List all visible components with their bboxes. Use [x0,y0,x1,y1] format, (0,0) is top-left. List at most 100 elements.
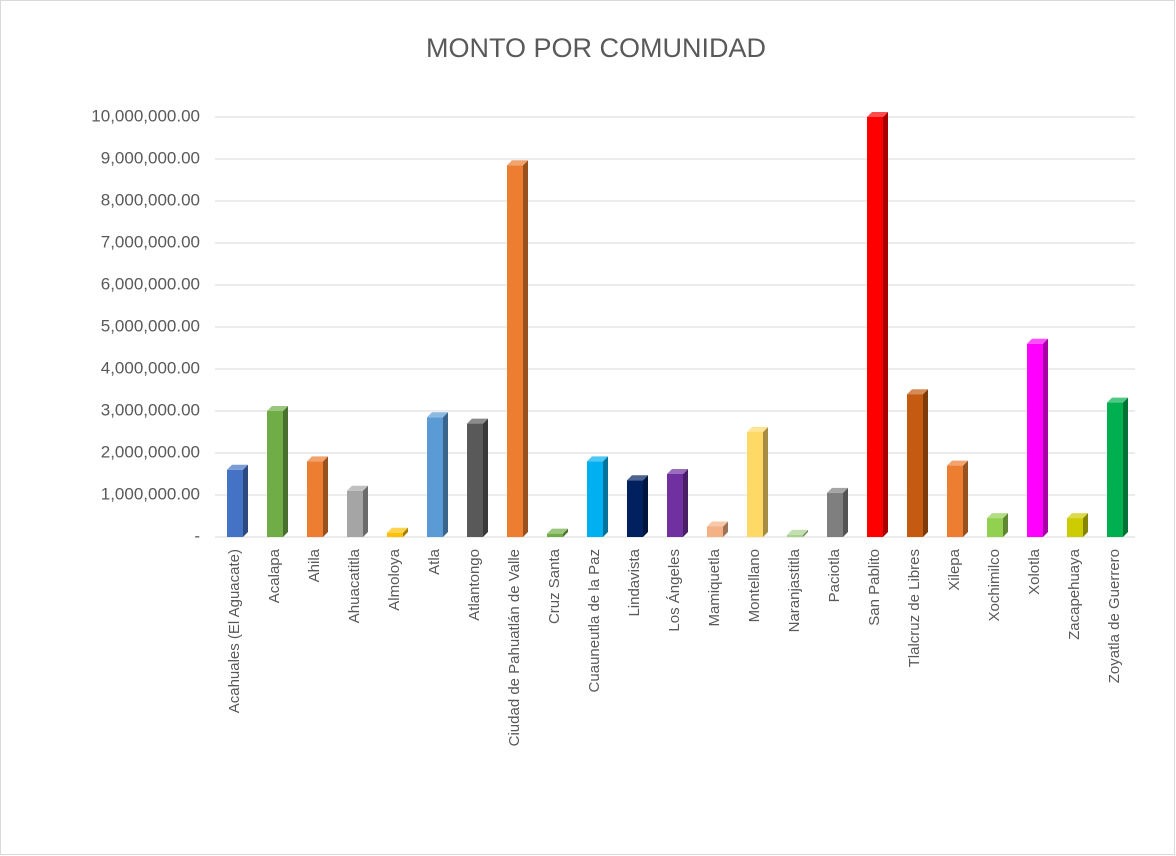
bar-side [1043,338,1048,537]
x-tick-label: Zoyatla de Guerrero [1106,549,1123,683]
bar-top [1067,513,1088,519]
bar-side [243,464,248,537]
bar-side [363,485,368,537]
bar-top [667,469,688,474]
bar-side [683,469,688,537]
bar-side [1123,397,1128,537]
bar [827,492,843,537]
x-tick-label: Atlantongo [466,549,483,621]
bar [627,480,643,537]
bar-top [467,418,488,424]
y-tick-label: 1,000,000.00 [101,484,200,503]
x-tick-label: Naranjastitla [786,548,803,632]
bar-side [723,521,728,537]
bar [427,417,443,537]
bar-side [523,160,528,538]
x-tick-label: Xilepa [946,548,963,590]
bar-top [347,485,368,491]
bar-side [843,487,848,537]
bar-top [827,487,848,493]
bar-top [947,460,968,466]
bar-side [1083,513,1088,537]
bar-side [323,456,328,537]
bar [667,474,683,537]
bar [467,423,483,537]
x-tick-label: Ahuacatitla [346,548,363,623]
bar-top [307,456,328,462]
x-tick-label: Xochimilco [986,549,1003,622]
bar-top [747,427,768,432]
x-tick-label: Zacapehuaya [1066,548,1083,640]
bar-side [963,460,968,537]
x-tick-label: Paciotla [826,548,843,602]
bar [947,465,963,537]
y-tick-label: 5,000,000.00 [101,316,200,335]
x-tick-label: Acalapa [266,548,283,603]
x-tick-label: Tlalcruz de Libres [906,549,923,667]
y-tick-label: - [194,526,200,545]
bar-side [923,389,928,537]
y-tick-label: 2,000,000.00 [101,442,200,461]
bar-top [547,528,568,534]
x-tick-label: Cruz Santa [546,548,563,624]
bar-side [563,528,568,537]
bar [747,432,763,537]
bar-top [787,529,808,535]
bar-top [987,513,1008,519]
y-tick-label: 8,000,000.00 [101,190,200,209]
bar-top [507,160,528,166]
y-tick-label: 10,000,000.00 [91,106,200,125]
bar-side [603,456,608,537]
bar-top [867,112,888,117]
bar [347,490,363,537]
bar-top [707,521,728,527]
y-tick-label: 4,000,000.00 [101,358,200,377]
x-tick-label: Los Ángeles [666,549,683,632]
bar [787,534,803,537]
bar-side [803,529,808,537]
x-tick-label: Atla [426,548,443,575]
x-tick-label: Lindavista [626,548,643,616]
bar [307,461,323,537]
bar-top [427,412,448,418]
bar-side [883,112,888,537]
x-tick-label: Acahuales (El Aguacate) [226,549,243,713]
bar-top [1027,338,1048,344]
y-tick-label: 7,000,000.00 [101,232,200,251]
bar-side [443,412,448,537]
bar-side [283,406,288,537]
x-tick-label: Mamiquetla [706,548,723,626]
y-tick-label: 6,000,000.00 [101,274,200,293]
bar [1027,343,1043,537]
x-tick-label: Xolotla [1026,548,1043,595]
bar [507,165,523,538]
bar-side [403,527,408,537]
bar-top [627,475,648,481]
bar [1067,518,1083,537]
bar-side [1003,513,1008,537]
x-tick-label: Cuauneutla de la Paz [586,549,603,692]
x-tick-label: Montellano [746,549,763,622]
x-tick-label: Almoloya [386,548,403,610]
bar-top [227,464,248,470]
x-tick-label: Ahila [306,548,323,582]
y-tick-label: 3,000,000.00 [101,400,200,419]
bar-side [763,427,768,537]
bar [387,532,403,537]
bar [267,411,283,537]
bar [867,117,883,537]
bar [987,518,1003,537]
chart-title: MONTO POR COMUNIDAD [426,33,766,63]
bar [227,469,243,537]
bar [907,394,923,537]
bar-side [643,475,648,537]
x-tick-label: San Pablito [866,549,883,626]
x-tick-label: Ciudad de Pahuatlán de Valle [506,549,523,746]
bar-top [587,456,608,462]
bar [587,461,603,537]
bar [1107,402,1123,537]
bar-top [1107,397,1128,403]
bar [547,533,563,537]
